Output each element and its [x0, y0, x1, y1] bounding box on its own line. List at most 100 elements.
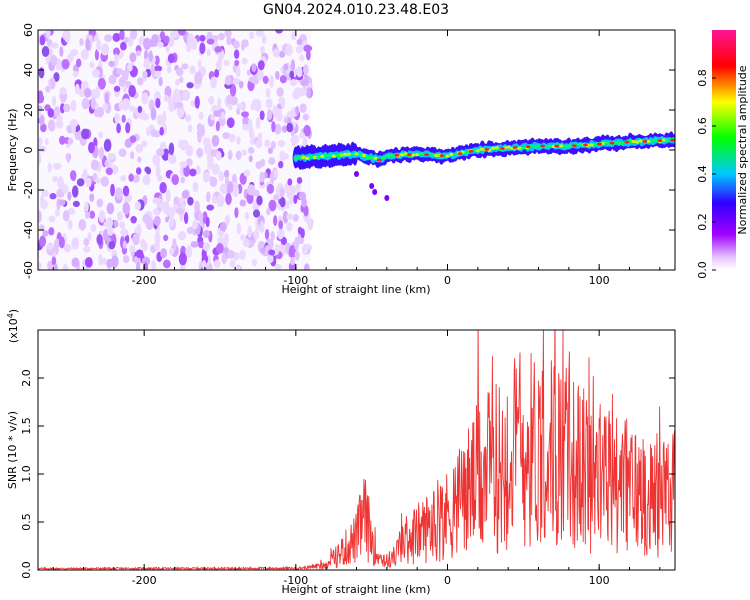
noise-cell [130, 216, 137, 224]
noise-cell [103, 138, 112, 152]
ridge-peak-cell [642, 140, 648, 143]
noise-cell [232, 77, 241, 86]
noise-cell [81, 97, 90, 110]
noise-cell [267, 254, 274, 263]
noise-cell [303, 44, 312, 53]
noise-cell [264, 229, 270, 240]
noise-cell [120, 41, 127, 51]
noise-cell [133, 174, 140, 183]
noise-cell [273, 194, 280, 201]
noise-cell [272, 105, 278, 117]
noise-cell [259, 220, 265, 232]
colorbar-tick-label: 0.4 [696, 165, 709, 183]
noise-cell [66, 152, 71, 163]
ridge-core-cell [297, 155, 302, 159]
ridge-peak-cell [468, 150, 474, 153]
noise-cell [175, 67, 184, 77]
noise-cell [242, 116, 250, 126]
noise-cell [257, 60, 265, 71]
noise-cell [303, 124, 311, 137]
noise-cell [256, 195, 263, 206]
ridge-core-cell [631, 139, 636, 144]
noise-cell [79, 38, 84, 47]
noise-cell [63, 103, 71, 113]
noise-cell [307, 220, 313, 231]
ridge-peak-cell [540, 144, 546, 148]
noise-cell [206, 38, 215, 45]
noise-cell [224, 30, 232, 38]
noise-cell [221, 253, 227, 265]
noise-cell [39, 235, 47, 248]
noise-cell [83, 87, 92, 98]
noise-cell [122, 83, 127, 93]
noise-cell [272, 48, 280, 58]
noise-cell [78, 219, 87, 231]
ridge-core-cell [600, 141, 605, 146]
noise-cell [260, 158, 266, 167]
noise-cell [116, 68, 124, 75]
noise-cell [231, 173, 237, 185]
noise-cell [238, 80, 244, 89]
noise-cell [268, 249, 276, 256]
ridge-core-cell [309, 155, 313, 159]
noise-cell [169, 217, 175, 228]
noise-cell [265, 99, 273, 109]
noise-cell [47, 108, 55, 118]
noise-cell [45, 85, 51, 93]
noise-cell [275, 70, 280, 80]
noise-cell [141, 92, 149, 105]
noise-cell [96, 234, 103, 245]
noise-cell [236, 66, 241, 78]
noise-cell [218, 171, 225, 182]
ridge-peak-cell [457, 152, 463, 155]
noise-cell [48, 227, 55, 236]
noise-cell [89, 61, 95, 69]
noise-cell [224, 75, 232, 86]
noise-cell [265, 88, 271, 98]
ridge-core-cell [521, 146, 526, 150]
noise-cell [215, 150, 222, 161]
ridge-spill-cell [369, 183, 375, 189]
noise-cell [293, 194, 298, 204]
noise-cell [132, 233, 140, 246]
noise-cell [89, 210, 96, 219]
noise-cell [125, 122, 131, 134]
noise-cell [225, 192, 232, 205]
noise-cell [154, 65, 163, 72]
noise-cell [124, 196, 130, 204]
ridge-peak-cell [525, 145, 531, 148]
noise-cell [266, 183, 275, 194]
noise-cell [278, 96, 284, 105]
noise-cell [41, 45, 50, 58]
noise-cell [130, 151, 135, 160]
noise-cell [126, 63, 133, 72]
noise-cell [185, 158, 193, 167]
noise-cell [57, 176, 65, 189]
noise-cell [81, 128, 90, 140]
noise-cell [136, 223, 142, 237]
noise-cell [165, 45, 170, 53]
noise-cell [298, 191, 307, 201]
ridge-peak-cell [624, 140, 630, 144]
noise-cell [241, 149, 248, 156]
noise-cell [302, 113, 309, 121]
noise-cell [244, 212, 250, 220]
noise-cell [277, 139, 286, 148]
noise-cell [134, 201, 142, 211]
noise-cell [155, 97, 161, 109]
noise-cell [84, 201, 89, 212]
noise-cell [152, 197, 161, 205]
noise-cell [162, 110, 167, 124]
noise-cell [196, 147, 204, 158]
noise-cell [202, 172, 211, 183]
noise-cell [108, 240, 116, 250]
noise-cell [265, 208, 271, 216]
noise-cell [220, 111, 225, 120]
noise-cell [113, 47, 120, 56]
noise-cell [116, 123, 121, 134]
noise-cell [100, 43, 110, 56]
noise-cell [288, 245, 297, 259]
noise-cell [275, 30, 283, 34]
noise-cell [47, 260, 53, 270]
ridge-core-cell [339, 153, 344, 157]
